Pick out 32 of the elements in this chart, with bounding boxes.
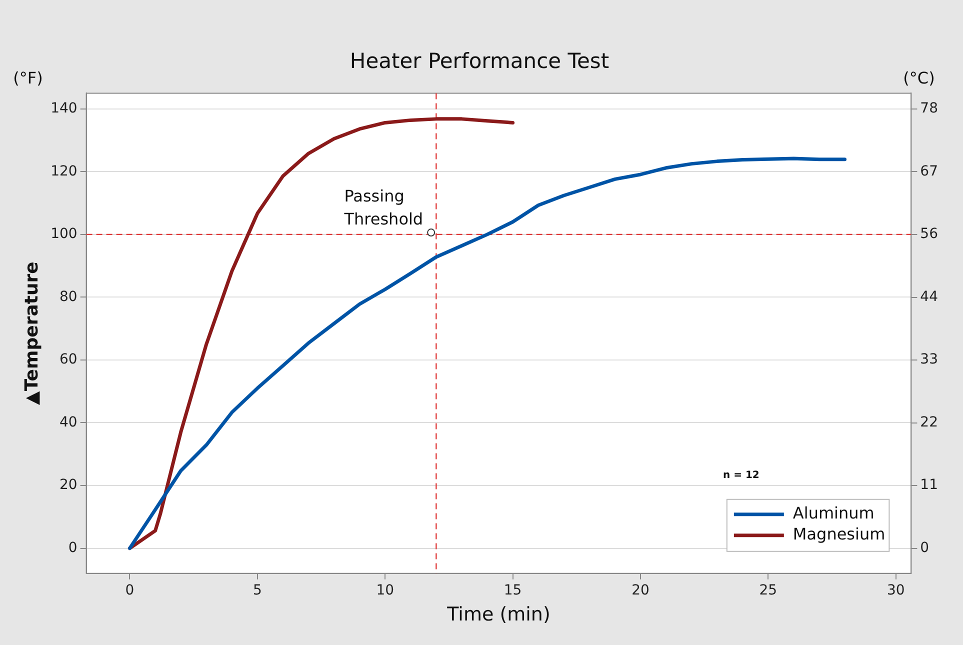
x-tick-label: 30 <box>886 582 905 598</box>
y2-tick-label: 11 <box>920 477 938 494</box>
legend-label: Magnesium <box>792 524 886 544</box>
text: (°F) <box>13 68 43 88</box>
chart-title: Heater Performance Test <box>350 49 610 74</box>
x-tick-label: 10 <box>376 582 394 598</box>
y2-tick-label: 44 <box>920 288 938 305</box>
y-tick-label: 20 <box>59 477 78 494</box>
y-tick-label: 80 <box>59 288 78 305</box>
y-tick-label: 140 <box>50 100 78 117</box>
x-tick-label: 15 <box>504 582 522 598</box>
x-tick-label: 0 <box>125 582 134 598</box>
y2-tick-label: 67 <box>920 163 938 180</box>
y2-tick-label: 33 <box>920 352 938 368</box>
legend-label: Aluminum <box>792 504 874 523</box>
y-tick-label: 100 <box>50 226 78 242</box>
y-tick-label: 120 <box>50 163 78 180</box>
x-tick-label: 20 <box>632 582 650 598</box>
y-tick-label: 60 <box>59 352 78 368</box>
y2-tick-label: 0 <box>920 540 930 556</box>
y-tick-label: 40 <box>59 414 78 430</box>
x-axis-title: Time (min) <box>446 604 550 626</box>
annotation: Passing Threshold <box>343 186 424 228</box>
text: (°C) <box>903 68 935 88</box>
y2-tick-label: 22 <box>920 414 938 430</box>
y2-tick-label: 56 <box>920 226 938 242</box>
annotation: n = 12 <box>722 470 760 481</box>
y-axis-title: ▲Temperature <box>21 262 42 405</box>
y2-tick-label: 78 <box>920 100 938 117</box>
x-tick-label: 5 <box>252 582 262 598</box>
x-tick-label: 25 <box>759 582 778 598</box>
y-tick-label: 0 <box>68 540 78 556</box>
